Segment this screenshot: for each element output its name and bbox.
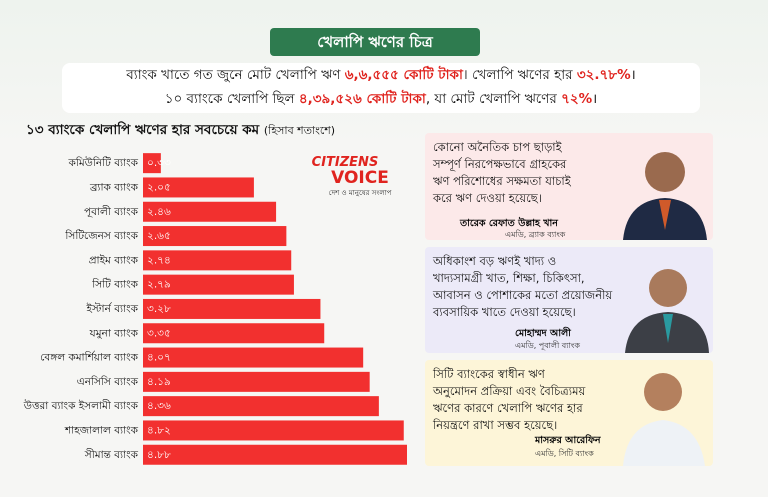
- quote-line: আবাসন ও পোশাকের মতো প্রয়োজনীয়: [433, 288, 613, 302]
- highlight: ৪,৩৯,৫২৬ কোটি টাকা: [298, 91, 426, 107]
- category-label: শাহজালাল ব্যাংক: [64, 424, 139, 436]
- logo-text: VOICE: [331, 168, 389, 188]
- value-label: ৩.৩৫: [147, 327, 171, 339]
- value-label: ২.৭৯: [147, 279, 171, 291]
- category-label: কমিউনিটি ব্যাংক: [68, 156, 139, 169]
- bar: [143, 274, 294, 295]
- chart: কমিউনিটি ব্যাংক ০.৩৩ ব্র্যাক ব্যাংক ২.০৫ পূব…: [23, 153, 407, 465]
- quote-line: সিটি ব্যাংকের স্বাধীন ঋণ: [433, 367, 545, 381]
- header: ব্যাংক খাতে গত জুনে মোট খেলাপি ঋণ ৬,৬,৫৫…: [62, 63, 700, 113]
- category-label: এনসিসি ব্যাংক: [77, 375, 139, 388]
- quote-line: করে ঋণ দেওয়া হয়েছে।: [433, 191, 542, 205]
- quote-line: নিয়ন্ত্রণে রাখা সম্ভব হয়েছে।: [433, 418, 558, 432]
- quote-role: এমডি, ব্র্যাক ব্যাংক: [505, 230, 566, 239]
- category-label: ব্র্যাক ব্যাংক: [89, 181, 139, 193]
- quote-role: এমডি, সিটি ব্যাংক: [535, 449, 594, 458]
- header-line: ব্যাংক খাতে গত জুনে মোট খেলাপি ঋণ ৬,৬,৫৫…: [62, 63, 700, 87]
- category-label: সিটিজেনস ব্যাংক: [64, 229, 138, 242]
- value-label: ৪.৩৬: [147, 400, 171, 412]
- bar: [143, 347, 364, 368]
- value-label: ২.৪৬: [147, 206, 171, 218]
- value-label: ২.৬৫: [147, 230, 171, 242]
- photo: [625, 269, 709, 353]
- quote-line: কোনো অনৈতিক চাপ ছাড়াই: [433, 140, 562, 154]
- value-label: ০.৩৩: [147, 157, 171, 169]
- category-label: প্রাইম ব্যাংক: [89, 253, 139, 266]
- quote-card: অধিকাংশ বড় ঋণই খাদ্য ও খাদ্যসামগ্রী খাত,…: [425, 247, 713, 353]
- bar: [143, 323, 325, 344]
- highlight: ৩২.৭৮%: [576, 67, 631, 83]
- bar: [143, 371, 370, 392]
- header-line: ১০ ব্যাংকে খেলাপি ছিল ৪,৩৯,৫২৬ কোটি টাকা…: [62, 87, 700, 111]
- bar: [143, 250, 292, 271]
- logo-text: CITIZENS: [311, 155, 379, 170]
- quote-line: ব্যবসায়িক খাতে দেওয়া হয়েছে।: [433, 305, 576, 319]
- text: ।: [630, 67, 636, 83]
- category-label: সিটি ব্যাংক: [91, 278, 138, 291]
- category-label: সীমান্ত ব্যাংক: [84, 448, 139, 461]
- quote-line: ঋণের কারণে খেলাপি ঋণের হার: [433, 401, 583, 415]
- quote-line: সম্পূর্ণ নিরপেক্ষভাবে গ্রাহকের: [433, 157, 567, 171]
- bar: [143, 153, 161, 174]
- value-label: ৪.৮৮: [147, 449, 171, 461]
- chart-title: ১৩ ব্যাংকে খেলাপি ঋণের হার সবচেয়ে কম: [26, 122, 260, 138]
- bar: [143, 444, 407, 465]
- category-label: উত্তরা ব্যাংক ইসলামী ব্যাংক: [23, 399, 139, 412]
- quote-name: তারেক রেফাত উল্লাহ খান: [460, 218, 558, 229]
- category-label: ইস্টার্ন ব্যাংক: [86, 302, 139, 315]
- quote-role: এমডি, পূবালী ব্যাংক: [515, 341, 580, 350]
- logo-tagline: দেশ ও মানুষের সংলাপ: [328, 189, 392, 197]
- quote-name: মোহাম্মদ আলী: [515, 328, 571, 339]
- category-label: পূবালী ব্যাংক: [84, 205, 139, 218]
- quote-line: অনুমোদন প্রক্রিয়া এবং বৈচিত্র্যময়: [433, 384, 586, 398]
- text: ।: [592, 91, 598, 107]
- bar: [143, 298, 321, 319]
- quote-line: অধিকাংশ বড় ঋণই খাদ্য ও: [433, 254, 557, 268]
- value-label: ৩.২৮: [147, 303, 171, 315]
- text: ১০ ব্যাংকে খেলাপি ছিল: [164, 91, 299, 107]
- value-label: ২.৭৪: [147, 254, 171, 266]
- chart-subtitle: (হিসাব শতাংশে): [263, 124, 336, 137]
- highlight: ৬,৬,৫৫৫ কোটি টাকা: [344, 67, 463, 83]
- photo: [623, 152, 707, 240]
- highlight: ৭২%: [561, 91, 593, 107]
- value-label: ৪.১৯: [147, 376, 171, 388]
- quote: অধিকাংশ বড় ঋণই খাদ্য ও খাদ্যসামগ্রী খাত,…: [433, 253, 612, 321]
- bar: [143, 396, 379, 417]
- value-label: ২.০৫: [147, 181, 171, 193]
- logo: CITIZENS VOICE দেশ ও মানুষের সংলাপ: [285, 156, 405, 199]
- banner: খেলাপি ঋণের চিত্র: [270, 28, 480, 56]
- bar: [143, 226, 287, 247]
- quote-card: কোনো অনৈতিক চাপ ছাড়াই সম্পূর্ণ নিরপেক্ষভ…: [425, 133, 713, 240]
- bar: [143, 201, 277, 222]
- quote-line: ঋণ পরিশোধের সক্ষমতা যাচাই: [433, 174, 571, 188]
- text: ব্যাংক খাতে গত জুনে মোট খেলাপি ঋণ: [126, 67, 345, 83]
- text: , যা মোট খেলাপি ঋণের: [425, 91, 562, 107]
- text: । খেলাপি ঋণের হার: [462, 67, 577, 83]
- quote-card: সিটি ব্যাংকের স্বাধীন ঋণ অনুমোদন প্রক্রিয…: [425, 360, 713, 466]
- value-label: ৪.৮২: [147, 424, 171, 436]
- value-label: ৪.০৭: [147, 352, 171, 364]
- quote: কোনো অনৈতিক চাপ ছাড়াই সম্পূর্ণ নিরপেক্ষভ…: [433, 139, 571, 207]
- bar: [143, 420, 404, 441]
- quote: সিটি ব্যাংকের স্বাধীন ঋণ অনুমোদন প্রক্রিয…: [433, 366, 585, 434]
- category-label: যমুনা ব্যাংক: [89, 327, 139, 339]
- quote-name: মাসরুর আরেফিন: [535, 435, 601, 446]
- chart-title-wrap: ১৩ ব্যাংকে খেলাপি ঋণের হার সবচেয়ে কম (হ…: [26, 119, 335, 142]
- quote-line: খাদ্যসামগ্রী খাত, শিক্ষা, চিকিৎসা,: [433, 271, 585, 285]
- photo: [623, 373, 705, 466]
- bar: [143, 177, 254, 198]
- category-label: বেঙ্গল কমার্শিয়াল ব্যাংক: [40, 351, 139, 364]
